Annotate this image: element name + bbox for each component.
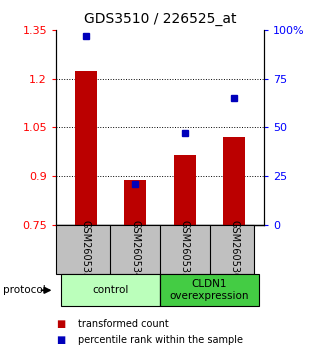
Text: GSM260536: GSM260536 bbox=[229, 220, 239, 279]
Text: GDS3510 / 226525_at: GDS3510 / 226525_at bbox=[84, 12, 236, 27]
Text: protocol: protocol bbox=[3, 285, 46, 295]
Text: GSM260534: GSM260534 bbox=[130, 220, 140, 279]
Text: transformed count: transformed count bbox=[78, 319, 169, 329]
Bar bbox=[174, 155, 196, 225]
Bar bbox=[124, 180, 146, 225]
Bar bbox=[61, 274, 160, 306]
Text: GSM260535: GSM260535 bbox=[180, 220, 190, 279]
Bar bbox=[160, 274, 259, 306]
Bar bbox=[223, 137, 245, 225]
Text: GSM260533: GSM260533 bbox=[81, 220, 91, 279]
Text: ■: ■ bbox=[56, 319, 65, 329]
Text: percentile rank within the sample: percentile rank within the sample bbox=[78, 335, 244, 345]
Text: ■: ■ bbox=[56, 335, 65, 345]
Bar bbox=[75, 71, 97, 225]
Text: CLDN1
overexpression: CLDN1 overexpression bbox=[170, 279, 249, 301]
Text: control: control bbox=[92, 285, 129, 295]
